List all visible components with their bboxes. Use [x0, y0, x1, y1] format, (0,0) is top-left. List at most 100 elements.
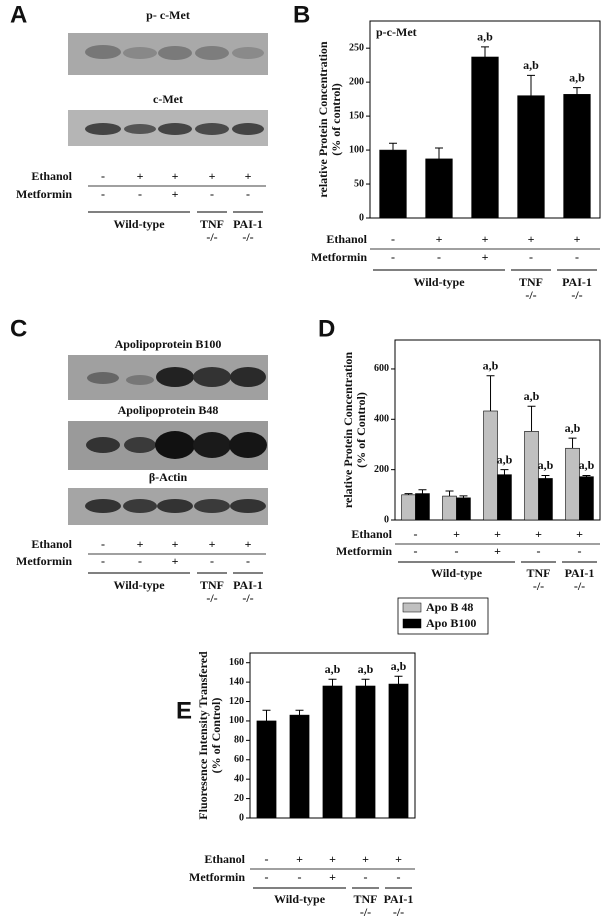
condition-name: Ethanol — [326, 232, 367, 246]
y-tick-label: 200 — [349, 76, 364, 87]
group-label: Wild-type — [431, 566, 483, 580]
bar — [524, 431, 539, 521]
group-label: Wild-type — [113, 578, 165, 592]
y-axis-label: (% of control) — [329, 83, 343, 155]
condition-sign: + — [362, 852, 369, 866]
condition-name: Ethanol — [204, 852, 245, 866]
significance-label: a,b — [325, 662, 341, 676]
legend-label: Apo B 48 — [426, 600, 473, 614]
panel-letter: D — [318, 315, 335, 342]
condition-sign: - — [414, 544, 418, 558]
condition-sign: - — [246, 554, 250, 568]
group-label: PAI-1 — [384, 892, 414, 906]
error-bar — [404, 493, 413, 495]
condition-sign: - — [265, 870, 269, 884]
y-axis-label: relative Protein Concentration — [316, 41, 330, 198]
group-sublabel: -/- — [533, 579, 544, 593]
y-tick-label: 100 — [349, 144, 364, 155]
group-label: PAI-1 — [233, 578, 263, 592]
group-sublabel: -/- — [242, 591, 253, 605]
y-tick-label: 250 — [349, 42, 364, 53]
blot-label: c-Met — [153, 92, 183, 106]
y-axis-label: Fluoresence Intensity Transfered — [196, 651, 210, 820]
condition-sign: + — [535, 527, 542, 541]
condition-name: Metformin — [189, 870, 245, 884]
condition-sign: + — [494, 527, 501, 541]
condition-name: Metformin — [16, 554, 72, 568]
condition-sign: - — [397, 870, 401, 884]
group-sublabel: -/- — [360, 905, 371, 919]
group-label: TNF — [200, 217, 224, 231]
condition-sign: + — [137, 537, 144, 551]
condition-sign: + — [329, 870, 336, 884]
y-axis-label: (% of Control) — [354, 392, 368, 468]
bar — [497, 474, 512, 521]
condition-sign: + — [482, 250, 489, 264]
significance-label: a,b — [579, 458, 595, 472]
condition-sign: + — [296, 852, 303, 866]
group-sublabel: -/- — [206, 230, 217, 244]
y-tick-label: 40 — [234, 773, 244, 784]
condition-sign: - — [364, 870, 368, 884]
y-tick-label: 0 — [359, 212, 364, 223]
condition-sign: + — [209, 537, 216, 551]
error-bar — [573, 87, 581, 95]
condition-sign: - — [101, 187, 105, 201]
legend-swatch — [402, 618, 422, 629]
legend-label: Apo B100 — [426, 616, 476, 630]
group-label: TNF — [354, 892, 378, 906]
blot-label: β-Actin — [149, 470, 188, 484]
bar — [517, 95, 545, 219]
significance-label: a,b — [477, 30, 493, 44]
y-tick-label: 80 — [234, 735, 244, 746]
significance-label: a,b — [358, 662, 374, 676]
condition-sign: + — [453, 527, 460, 541]
condition-name: Ethanol — [351, 527, 392, 541]
condition-sign: + — [209, 169, 216, 183]
y-tick-label: 0 — [239, 812, 244, 823]
condition-sign: - — [138, 187, 142, 201]
condition-sign: - — [210, 187, 214, 201]
group-label: Wild-type — [113, 217, 165, 231]
y-tick-label: 200 — [374, 464, 389, 475]
condition-sign: - — [101, 169, 105, 183]
error-bar — [481, 46, 489, 58]
condition-sign: - — [210, 554, 214, 568]
condition-sign: + — [528, 232, 535, 246]
y-tick-label: 150 — [349, 110, 364, 121]
bar — [483, 410, 498, 521]
blot-image — [68, 355, 268, 400]
error-bar — [486, 375, 495, 411]
group-label: PAI-1 — [565, 566, 595, 580]
bar — [563, 94, 591, 219]
bar — [355, 685, 376, 819]
error-bar — [568, 437, 577, 449]
blot-image — [68, 110, 268, 146]
condition-sign: + — [172, 554, 179, 568]
error-bar — [328, 678, 337, 686]
panel-letter: E — [176, 697, 192, 724]
significance-label: a,b — [483, 358, 499, 372]
bar — [456, 497, 471, 521]
error-bar — [459, 495, 468, 498]
bar — [442, 495, 457, 521]
condition-sign: - — [414, 527, 418, 541]
error-bar — [418, 489, 427, 494]
y-tick-label: 600 — [374, 363, 389, 374]
bar — [289, 714, 310, 819]
condition-sign: + — [494, 544, 501, 558]
blot-image — [68, 421, 268, 470]
condition-sign: - — [391, 232, 395, 246]
error-bar — [295, 709, 304, 716]
bar — [322, 685, 343, 819]
group-sublabel: -/- — [571, 288, 582, 302]
condition-sign: + — [329, 852, 336, 866]
condition-sign: - — [298, 870, 302, 884]
bar — [415, 493, 430, 521]
bar — [256, 720, 277, 819]
error-bar — [527, 405, 536, 432]
blot-label: Apolipoprotein B48 — [118, 403, 219, 417]
bar — [388, 683, 409, 819]
significance-label: a,b — [538, 458, 554, 472]
